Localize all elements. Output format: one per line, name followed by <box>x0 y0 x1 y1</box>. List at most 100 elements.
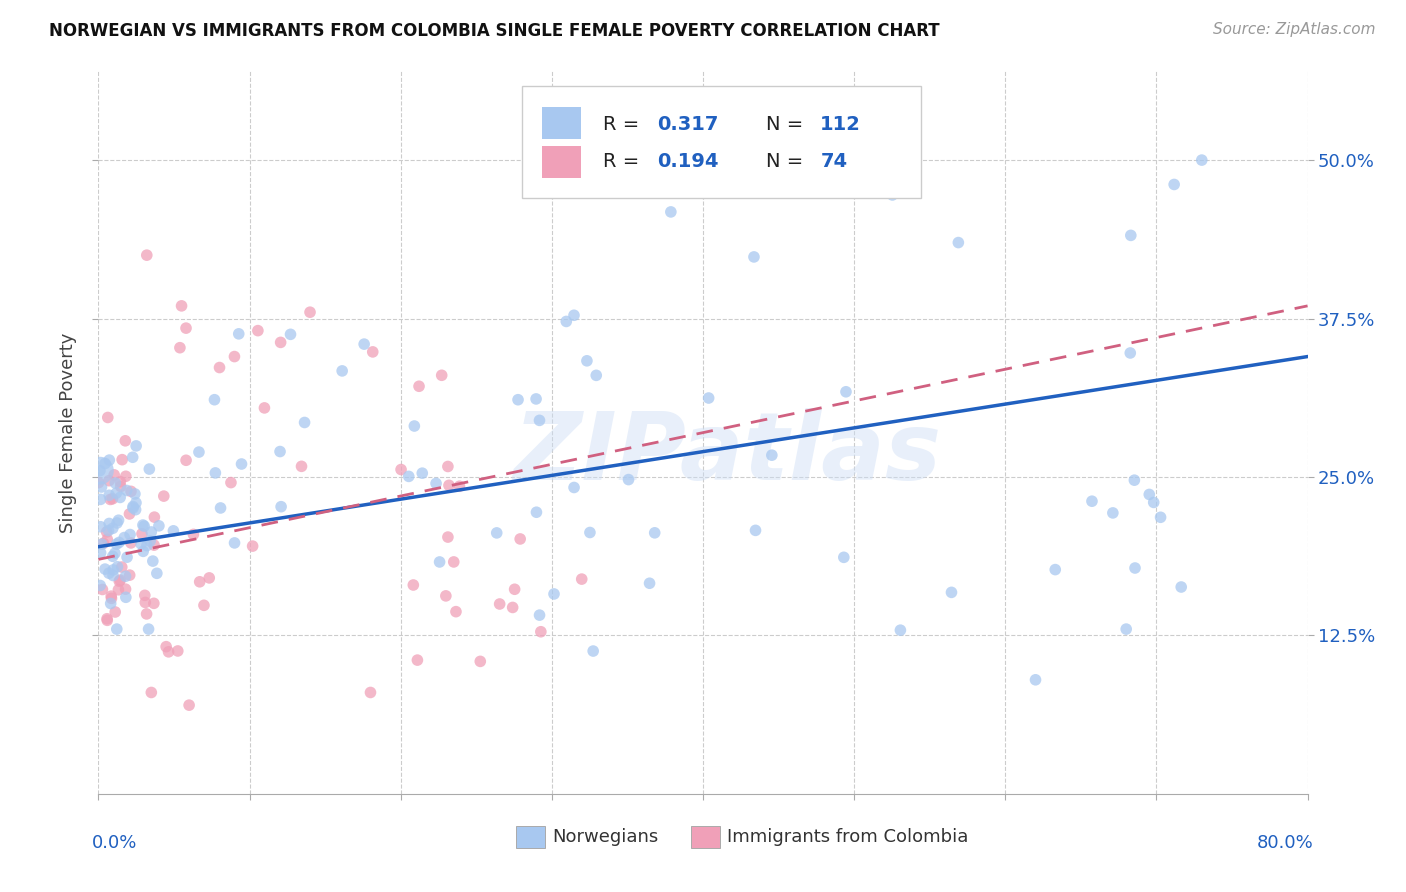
Point <box>143 538 166 552</box>
Point <box>188 574 211 589</box>
Point <box>112 531 135 545</box>
Point <box>98 453 121 467</box>
Bar <box>543 145 581 178</box>
Point <box>114 569 136 583</box>
Point <box>562 481 585 495</box>
Point <box>402 578 425 592</box>
Point <box>105 516 128 530</box>
Point <box>204 466 226 480</box>
Point <box>449 479 471 493</box>
Point <box>1149 510 1171 524</box>
Point <box>134 595 156 609</box>
Point <box>91 582 114 597</box>
Point <box>1123 473 1146 487</box>
Point <box>122 500 145 514</box>
Point <box>148 519 170 533</box>
Point <box>97 524 120 538</box>
Point <box>582 644 605 658</box>
Point <box>638 576 661 591</box>
Point <box>114 434 136 448</box>
Point <box>98 474 121 488</box>
Point <box>114 582 136 596</box>
Point <box>124 502 146 516</box>
Text: 0.0%: 0.0% <box>93 834 138 852</box>
Point <box>330 364 353 378</box>
Text: ZIPatlas: ZIPatlas <box>513 409 941 500</box>
Point <box>434 589 457 603</box>
Text: Source: ZipAtlas.com: Source: ZipAtlas.com <box>1212 22 1375 37</box>
Point <box>169 341 191 355</box>
Point <box>141 524 163 539</box>
Point <box>585 368 607 383</box>
Point <box>488 597 510 611</box>
Point <box>94 457 117 471</box>
Point <box>118 568 141 582</box>
Point <box>280 327 302 342</box>
Point <box>208 360 231 375</box>
Point <box>1024 673 1046 687</box>
Point <box>105 486 128 500</box>
Point <box>100 597 122 611</box>
Point <box>101 521 124 535</box>
Point <box>425 476 447 491</box>
Point <box>90 537 112 551</box>
Point <box>90 480 112 494</box>
Point <box>270 335 292 350</box>
Text: N =: N = <box>766 153 810 171</box>
Point <box>290 459 312 474</box>
Point <box>115 550 138 565</box>
Text: 0.317: 0.317 <box>657 114 718 134</box>
Point <box>659 205 682 219</box>
Point <box>1191 153 1213 167</box>
Point <box>90 520 112 534</box>
Point <box>404 419 426 434</box>
Point <box>444 605 467 619</box>
Point <box>873 178 896 193</box>
Point <box>360 685 382 699</box>
Point <box>1123 561 1146 575</box>
Point <box>530 624 553 639</box>
Point <box>110 475 132 489</box>
Point <box>101 563 124 577</box>
Point <box>1115 622 1137 636</box>
Point <box>120 484 142 499</box>
Text: NORWEGIAN VS IMMIGRANTS FROM COLOMBIA SINGLE FEMALE POVERTY CORRELATION CHART: NORWEGIAN VS IMMIGRANTS FROM COLOMBIA SI… <box>49 22 939 40</box>
Point <box>108 491 131 505</box>
Point <box>224 350 246 364</box>
Point <box>89 464 111 478</box>
Point <box>503 582 526 597</box>
Text: Immigrants from Colombia: Immigrants from Colombia <box>727 829 969 847</box>
Bar <box>690 826 720 848</box>
Point <box>294 416 316 430</box>
Point <box>96 524 118 539</box>
Point <box>107 559 129 574</box>
Point <box>406 653 429 667</box>
Point <box>835 384 858 399</box>
Point <box>157 645 180 659</box>
Point <box>107 582 129 597</box>
Point <box>138 462 160 476</box>
Point <box>502 600 524 615</box>
Point <box>948 235 970 250</box>
Point <box>529 413 551 427</box>
Point <box>437 478 460 492</box>
Point <box>100 589 122 603</box>
Point <box>187 445 209 459</box>
Point <box>125 439 148 453</box>
Point <box>98 488 121 502</box>
Point <box>93 536 115 550</box>
Point <box>1119 346 1142 360</box>
Point <box>170 299 193 313</box>
Point <box>299 305 322 319</box>
Point <box>174 321 197 335</box>
Point <box>96 613 118 627</box>
Point <box>135 539 157 553</box>
Point <box>96 612 118 626</box>
Point <box>509 532 531 546</box>
Point <box>411 466 433 480</box>
Y-axis label: Single Female Poverty: Single Female Poverty <box>59 333 77 533</box>
Point <box>228 326 250 341</box>
Point <box>104 605 127 619</box>
Point <box>353 337 375 351</box>
Point <box>143 510 166 524</box>
